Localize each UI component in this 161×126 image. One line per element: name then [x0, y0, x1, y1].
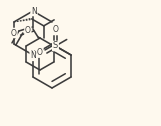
Text: O: O [11, 28, 17, 38]
Text: S: S [53, 41, 58, 51]
Text: O: O [25, 26, 31, 35]
Text: N: N [30, 52, 36, 60]
Text: N: N [31, 7, 37, 15]
Text: O: O [37, 48, 43, 57]
Text: O: O [52, 25, 58, 35]
Text: H: H [31, 51, 35, 55]
